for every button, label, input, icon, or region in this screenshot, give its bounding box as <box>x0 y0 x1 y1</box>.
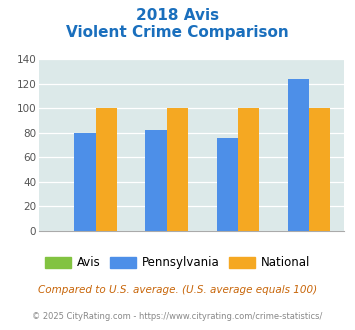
Legend: Avis, Pennsylvania, National: Avis, Pennsylvania, National <box>40 252 315 274</box>
Bar <box>146 130 167 231</box>
Bar <box>288 79 309 231</box>
Bar <box>167 109 188 231</box>
Text: © 2025 CityRating.com - https://www.cityrating.com/crime-statistics/: © 2025 CityRating.com - https://www.city… <box>32 312 323 321</box>
Bar <box>95 109 117 231</box>
Text: Compared to U.S. average. (U.S. average equals 100): Compared to U.S. average. (U.S. average … <box>38 285 317 295</box>
Bar <box>217 138 238 231</box>
Text: Violent Crime Comparison: Violent Crime Comparison <box>66 25 289 40</box>
Bar <box>238 109 259 231</box>
Bar <box>309 109 331 231</box>
Text: 2018 Avis: 2018 Avis <box>136 8 219 23</box>
Bar <box>74 133 95 231</box>
